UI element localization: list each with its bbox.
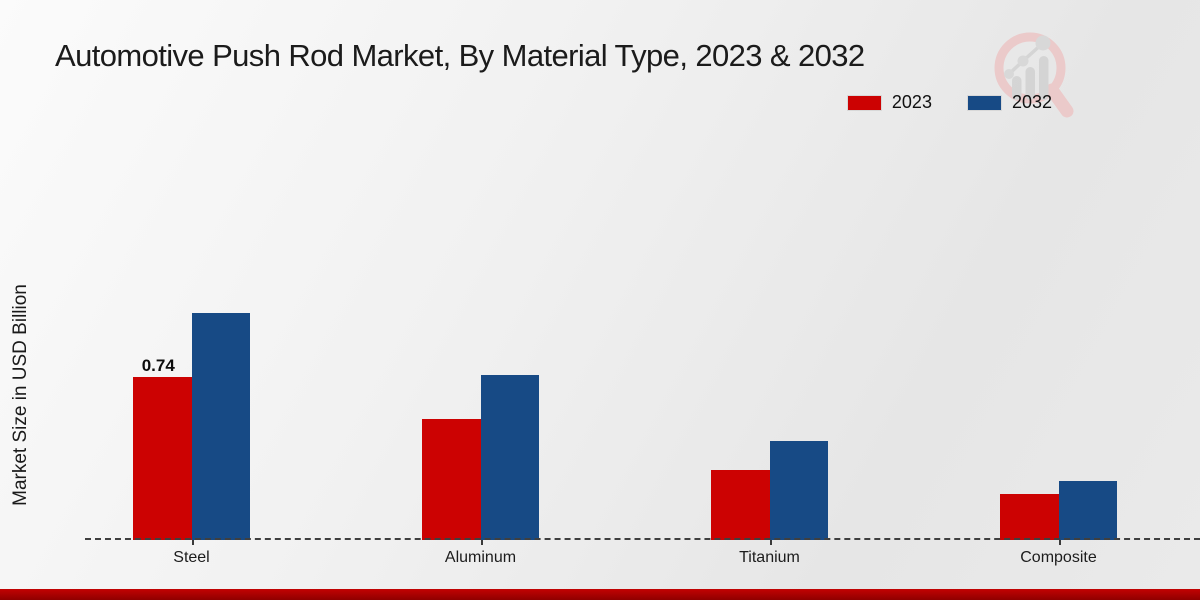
bar-2023-steel: 0.74 [133, 356, 192, 540]
legend: 2023 2032 [847, 92, 1052, 113]
legend-item-2023: 2023 [847, 92, 932, 113]
x-axis-baseline [85, 538, 1200, 540]
category-label-steel: Steel [173, 549, 210, 566]
footer-bar [0, 589, 1200, 600]
legend-label: 2023 [891, 92, 932, 112]
bar-2032-steel [191, 313, 250, 540]
x-axis-tick [1058, 540, 1061, 545]
brand-logo-watermark [985, 26, 1077, 124]
legend-swatch-2032 [967, 95, 1001, 110]
bar-2032-titanium [769, 441, 828, 540]
x-axis-tick [191, 540, 194, 545]
category-label-aluminum: Aluminum [444, 549, 517, 566]
bar-group-steel: 0.74 Steel [133, 313, 250, 566]
legend-label: 2032 [1011, 92, 1052, 112]
bar-group-composite: Composite [1000, 481, 1117, 566]
bar-2023-titanium [711, 470, 770, 540]
legend-swatch-2023 [847, 95, 881, 110]
bar-2023-composite [1000, 494, 1059, 540]
bar-2032-aluminum [480, 375, 539, 540]
bar-2023-aluminum [422, 419, 481, 540]
bar-2032-composite [1058, 481, 1117, 540]
category-label-composite: Composite [1020, 549, 1097, 566]
legend-item-2032: 2032 [967, 92, 1052, 113]
bar-group-aluminum: Aluminum [422, 375, 539, 566]
magnifier-bar-chart-icon [994, 32, 1074, 118]
x-axis-tick [480, 540, 483, 545]
category-label-titanium: Titanium [739, 549, 800, 566]
chart-title: Automotive Push Rod Market, By Material … [55, 38, 865, 73]
bar-group-titanium: Titanium [711, 441, 828, 566]
x-axis-tick [769, 540, 772, 545]
bar-value-label: 0.74 [141, 356, 175, 375]
